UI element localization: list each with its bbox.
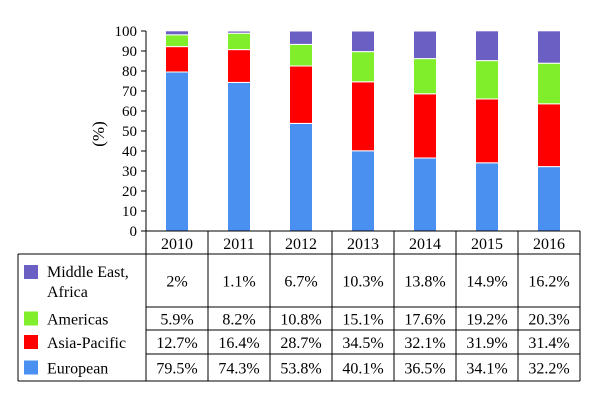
legend-label: Asia-Pacific (47, 335, 126, 352)
data-label: 5.9% (160, 312, 193, 329)
bar-segment (165, 71, 189, 232)
bar-segment (165, 30, 189, 36)
data-label: 19.2% (466, 312, 507, 329)
data-label: 10.8% (280, 312, 321, 329)
legend-label: European (47, 361, 108, 378)
legend-swatch (24, 335, 38, 349)
bar-segment (165, 34, 189, 48)
bar-segment (351, 150, 375, 232)
data-label: 1.1% (222, 274, 255, 291)
bar-segment (289, 65, 313, 124)
bar-segment (413, 30, 437, 60)
data-label: 40.1% (342, 361, 383, 378)
data-label: 15.1% (342, 312, 383, 329)
bar-segment (289, 122, 313, 232)
bar-segment (227, 49, 251, 83)
bar-segment (289, 43, 313, 67)
legend-swatch (24, 311, 38, 326)
legend-label: Middle East, (47, 264, 129, 281)
bar-segment (413, 157, 437, 232)
x-category-label: 2011 (223, 236, 254, 253)
bar-segment (165, 46, 189, 73)
y-tick-label: 0 (130, 224, 138, 240)
x-category-label: 2014 (409, 236, 441, 253)
plot-area (165, 30, 561, 232)
bar-segment (227, 30, 251, 34)
data-label: 6.7% (284, 274, 317, 291)
bar-segment (537, 62, 561, 105)
data-label: 34.1% (466, 361, 507, 378)
x-category-label: 2012 (285, 236, 317, 253)
y-tick-label: 30 (122, 164, 137, 180)
bar-segment (413, 93, 437, 159)
y-tick-label: 60 (122, 104, 137, 120)
bar-segment (289, 30, 313, 45)
data-label: 17.6% (404, 312, 445, 329)
y-tick-label: 50 (122, 124, 137, 140)
data-label: 13.8% (404, 274, 445, 291)
bar-segment (227, 81, 251, 232)
data-label: 14.9% (466, 274, 507, 291)
x-category-label: 2010 (161, 236, 193, 253)
data-label: 31.4% (528, 335, 569, 352)
legend-label: Africa (47, 284, 88, 301)
bar-segment (475, 60, 499, 100)
data-label: 8.2% (222, 312, 255, 329)
y-axis: 0 10 20 30 40 50 60 70 80 90 100 (115, 24, 147, 240)
data-label: 32.2% (528, 361, 569, 378)
legend-label: Americas (47, 312, 108, 329)
bar-segment (351, 30, 375, 53)
data-label: 16.2% (528, 274, 569, 291)
data-label: 36.5% (404, 361, 445, 378)
y-tick-label: 100 (115, 24, 138, 40)
data-label: 34.5% (342, 335, 383, 352)
x-category-label: 2013 (347, 236, 379, 253)
data-label: 32.1% (404, 335, 445, 352)
y-tick-label: 80 (122, 64, 137, 80)
data-label: 12.7% (156, 335, 197, 352)
data-label: 10.3% (342, 274, 383, 291)
x-category-label: 2016 (533, 236, 565, 253)
bar-segment (475, 98, 499, 164)
y-tick-label: 90 (122, 44, 137, 60)
data-label: 74.3% (218, 361, 259, 378)
bar-segment (351, 81, 375, 152)
data-label: 28.7% (280, 335, 321, 352)
bar-segment (537, 103, 561, 168)
legend-swatch (24, 265, 38, 279)
data-label: 20.3% (528, 312, 569, 329)
data-label: 53.8% (280, 361, 321, 378)
x-category-label: 2015 (471, 236, 503, 253)
y-tick-label: 40 (122, 144, 137, 160)
bar-segment (413, 58, 437, 95)
legend-swatch (24, 360, 38, 375)
data-label: 31.9% (466, 335, 507, 352)
y-axis-label: (%) (89, 121, 108, 146)
data-label: 79.5% (156, 361, 197, 378)
bar-segment (537, 166, 561, 232)
data-label: 2% (166, 274, 187, 291)
bar-segment (475, 162, 499, 232)
bar-segment (227, 32, 251, 51)
y-tick-label: 70 (122, 84, 137, 100)
bar-segment (475, 30, 499, 62)
bar-segment (537, 30, 561, 64)
bar-segment (351, 51, 375, 83)
y-tick-label: 20 (122, 184, 137, 200)
data-table: 2010 2011 2012 2013 2014 2015 2016 Middle East,… (17, 230, 581, 382)
data-label: 16.4% (218, 335, 259, 352)
y-tick-label: 10 (122, 204, 137, 220)
